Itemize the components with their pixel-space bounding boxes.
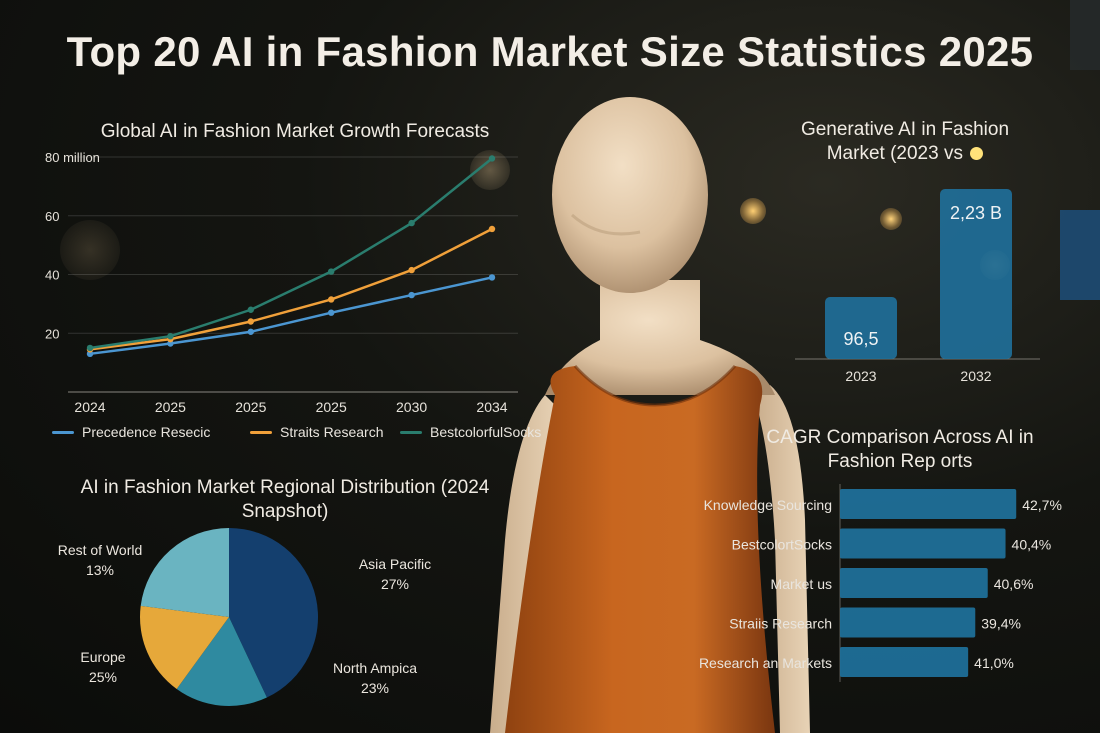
data-point [167, 332, 174, 340]
x-tick-label: 2024 [74, 399, 105, 415]
bar-value-label: 96,5 [843, 329, 878, 349]
bar [840, 568, 988, 598]
pie-slice [140, 528, 229, 617]
data-point [328, 268, 335, 275]
data-point [408, 219, 415, 227]
bokeh-light [740, 198, 766, 224]
pie-slice [140, 605, 229, 690]
x-tick-label: 2032 [960, 368, 991, 384]
slice-name: Asia Pacific [358, 556, 432, 572]
pie-label-rest-of-world: Rest of World 13% [40, 540, 160, 580]
series-line [89, 227, 493, 351]
x-tick-label: 2025 [235, 399, 266, 415]
legend-item-precedence: Precedence Resecic [52, 424, 210, 440]
legend-swatch [52, 430, 74, 434]
bar [825, 297, 897, 359]
data-point [86, 344, 94, 352]
y-tick-label: 40 [45, 268, 59, 283]
pie-label-north-america: North Ampica 23% [310, 658, 440, 698]
pie-slice [176, 617, 267, 706]
category-label: Research an Markets [699, 655, 832, 671]
data-point [488, 274, 496, 281]
bar-value-label: 41,0% [974, 655, 1014, 671]
bokeh-light [880, 208, 902, 230]
y-tick-label: 80 million [45, 150, 100, 165]
data-point [86, 350, 94, 358]
x-tick-label: 2030 [396, 399, 427, 415]
y-tick-label: 20 [45, 326, 59, 341]
slice-name: North Ampica [332, 660, 418, 676]
slice-percent: 13% [85, 562, 115, 578]
data-point [247, 318, 254, 325]
gen-ai-title-text: Generative AI in Fashion Market (2023 vs [800, 119, 1010, 164]
bar [840, 607, 976, 638]
page-title: Top 20 AI in Fashion Market Size Statist… [66, 28, 1034, 75]
slice-name: Rest of World [57, 542, 143, 558]
legend-item-straits: Straits Research [250, 424, 383, 440]
x-tick-label: 2034 [476, 399, 507, 415]
slice-percent: 25% [88, 669, 118, 685]
data-point [408, 291, 415, 299]
data-point [247, 328, 254, 335]
yellow-dot-icon [970, 147, 984, 161]
legend-swatch [400, 430, 422, 434]
pie-label-europe: Europe 25% [48, 647, 158, 687]
slice-name: Europe [80, 649, 126, 665]
category-label: Straiis Research [729, 616, 832, 632]
legend-label: BestcolorfulSocks [430, 424, 542, 440]
category-label: BestcolortSocks [732, 537, 832, 553]
gen-ai-chart-title: Generative AI in Fashion Market (2023 vs [770, 118, 1040, 166]
pie-chart-title: AI in Fashion Market Regional Distributi… [80, 477, 490, 522]
bar [940, 189, 1012, 359]
data-point [408, 266, 415, 274]
pie-slice [229, 528, 318, 698]
line-chart-title: Global AI in Fashion Market Growth Forec… [100, 121, 490, 142]
x-tick-label: 2025 [316, 399, 347, 415]
bar-value-label: 42,7% [1022, 497, 1062, 513]
legend-label: Straits Research [280, 424, 384, 440]
bar-value-label: 40,4% [1012, 537, 1052, 553]
data-point [247, 306, 254, 313]
data-point [488, 225, 496, 233]
slice-percent: 23% [360, 680, 390, 696]
y-tick-label: 60 [45, 209, 59, 224]
bar [840, 647, 969, 677]
bar [840, 528, 1006, 559]
background-sign [1070, 0, 1100, 70]
x-tick-label: 2025 [155, 399, 186, 415]
bar-value-label: 40,6% [994, 576, 1034, 592]
slice-percent: 27% [380, 576, 410, 592]
series-line [89, 276, 493, 356]
category-label: Knowledge Sourcing [704, 497, 832, 513]
data-point [488, 155, 496, 162]
bar [840, 489, 1017, 519]
series-line [89, 157, 493, 350]
bokeh-light [60, 220, 120, 280]
category-label: Market us [771, 576, 832, 592]
legend-item-bestcolorful: BestcolorfulSocks [400, 424, 541, 440]
data-point [328, 296, 335, 303]
cagr-chart-title: CAGR Comparison Across AI in Fashion Rep… [766, 427, 1034, 472]
legend-label: Precedence Resecic [82, 424, 211, 440]
pie-label-asia-pacific: Asia Pacific 27% [335, 554, 455, 594]
bar-value-label: 39,4% [981, 616, 1021, 632]
x-tick-label: 2023 [845, 368, 876, 384]
background-sign [1060, 210, 1100, 300]
legend-swatch [250, 430, 272, 434]
data-point [167, 340, 174, 347]
data-point [328, 309, 335, 316]
bar-value-label: 2,23 B [950, 203, 1002, 223]
